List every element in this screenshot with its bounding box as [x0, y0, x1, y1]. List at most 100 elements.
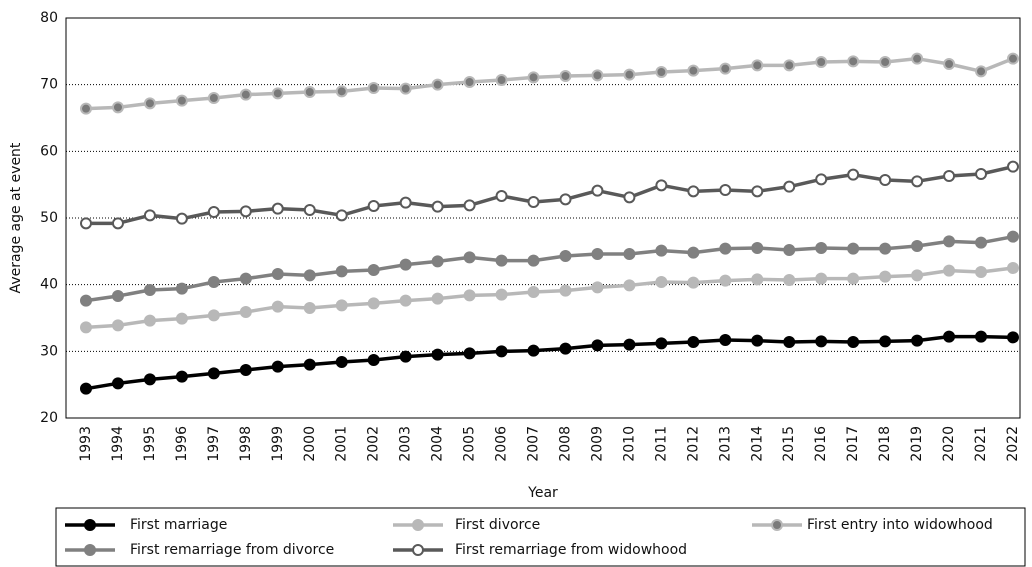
point [527, 254, 540, 267]
point [175, 312, 188, 325]
x-tick-label: 2010 [621, 426, 637, 462]
point [943, 330, 956, 343]
point [495, 74, 508, 86]
point [655, 244, 668, 257]
point [495, 254, 508, 267]
x-tick-label: 2013 [717, 426, 733, 462]
point [367, 264, 380, 276]
point [463, 251, 476, 264]
series-line [86, 164, 1014, 226]
point [879, 242, 892, 255]
x-tick-label: 2017 [845, 426, 861, 462]
point [463, 199, 476, 212]
y-tick-label: 50 [40, 210, 58, 226]
point [559, 70, 572, 82]
point [719, 242, 732, 255]
point [335, 209, 348, 222]
y-axis-label: Average age at event [8, 142, 24, 293]
point [143, 97, 156, 110]
series-line [85, 56, 1014, 111]
point [751, 334, 764, 347]
series-line [85, 334, 1014, 391]
x-tick-label: 2016 [813, 426, 829, 462]
point [463, 347, 476, 360]
point [1007, 160, 1019, 173]
point [463, 289, 476, 302]
point [271, 87, 284, 100]
legend-marker [84, 519, 96, 531]
point [559, 342, 572, 355]
legend-marker [84, 544, 96, 556]
point [879, 335, 892, 348]
point [207, 206, 220, 218]
point [463, 76, 476, 88]
point [271, 268, 284, 280]
point [847, 242, 860, 255]
point [495, 288, 508, 301]
x-tick-label: 1998 [238, 426, 254, 462]
point [687, 64, 700, 77]
point [719, 62, 732, 75]
x-tick-label: 2021 [973, 426, 989, 462]
point [911, 269, 924, 282]
legend-label: First marriage [130, 517, 227, 533]
point [783, 274, 796, 286]
point [271, 360, 284, 373]
point [271, 202, 284, 215]
point [591, 339, 604, 352]
legend-marker [771, 519, 783, 531]
point [559, 250, 572, 262]
x-tick-label: 2007 [526, 426, 542, 462]
point [111, 290, 124, 302]
point [335, 299, 348, 312]
legend-marker [412, 544, 424, 556]
point [399, 350, 412, 363]
point [239, 364, 252, 376]
legend-box [55, 507, 1026, 567]
point [111, 319, 124, 332]
point [495, 190, 508, 202]
x-tick-label: 2005 [462, 426, 478, 462]
x-tick-label: 2012 [685, 426, 701, 462]
point [335, 265, 348, 278]
y-tick-label: 60 [40, 143, 58, 159]
point [431, 348, 444, 361]
x-tick-label: 1997 [206, 426, 222, 462]
point [431, 78, 444, 91]
x-tick-label: 1996 [174, 426, 190, 462]
x-tick-label: 2019 [909, 426, 925, 462]
point [751, 242, 764, 254]
point [399, 82, 412, 95]
point [367, 82, 380, 94]
x-tick-label: 1993 [78, 426, 94, 462]
point [175, 212, 188, 225]
x-tick-label: 2001 [334, 426, 350, 462]
point [815, 335, 828, 348]
point [847, 168, 860, 181]
point [80, 217, 92, 230]
legend-marker [412, 519, 424, 531]
point [335, 85, 348, 98]
point [1007, 230, 1019, 243]
point [591, 248, 604, 260]
point [975, 236, 988, 249]
x-tick-label: 2014 [749, 426, 765, 462]
point [815, 56, 828, 68]
point [207, 276, 220, 288]
y-tick-label: 30 [40, 343, 58, 359]
point [975, 168, 988, 180]
point [80, 382, 92, 395]
point [975, 330, 988, 343]
point [815, 242, 828, 254]
point [527, 286, 540, 298]
point [783, 336, 796, 348]
point [303, 269, 316, 282]
point [655, 337, 668, 350]
point [431, 200, 444, 213]
point [495, 345, 508, 358]
point [847, 55, 860, 68]
point [399, 196, 412, 209]
point [143, 373, 156, 386]
point [367, 297, 380, 310]
